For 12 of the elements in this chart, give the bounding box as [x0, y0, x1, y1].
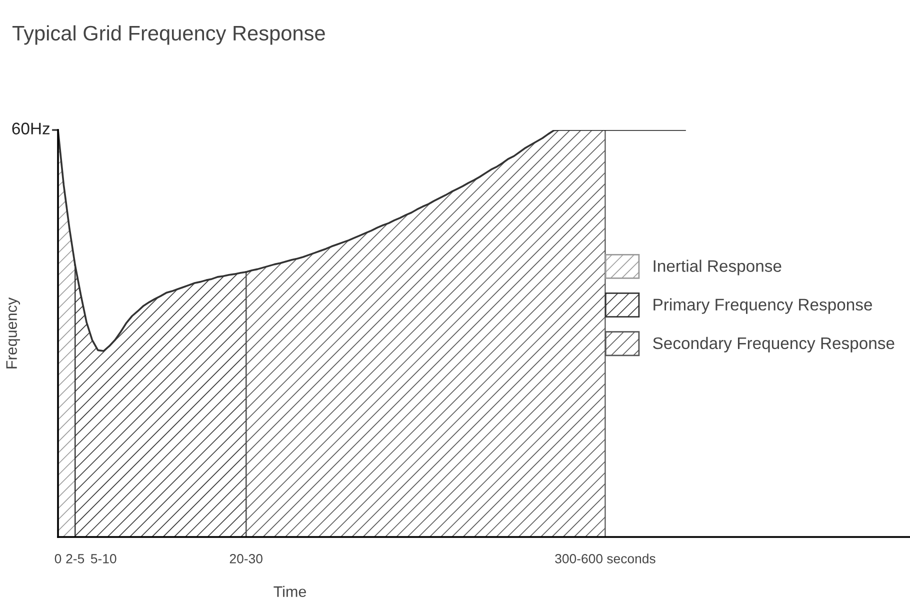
- x-tick-label: 0: [54, 554, 62, 564]
- chart-title: Typical Grid Frequency Response: [12, 25, 325, 45]
- x-tick-label: 2-5: [66, 554, 84, 564]
- legend-label: Primary Frequency Response: [654, 298, 872, 314]
- legend-label: Secondary Frequency Response: [653, 336, 894, 352]
- legend-label: Inertial Response: [654, 260, 782, 276]
- x-tick-label: 300-600 seconds: [555, 554, 656, 564]
- text: 60Hz: [12, 122, 50, 134]
- y-axis-title: Frequency: [6, 297, 20, 368]
- x-tick-label: 20-30: [230, 554, 262, 564]
- x-tick-label: 5-10: [90, 554, 116, 564]
- x-axis-title: Time: [274, 586, 306, 598]
